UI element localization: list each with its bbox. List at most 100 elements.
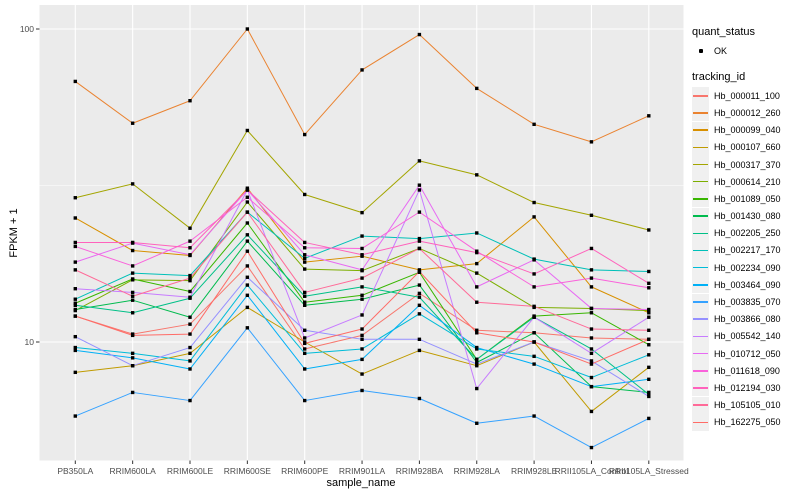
series-color-line-icon	[693, 163, 708, 166]
data-point-Hb_002217_170	[417, 236, 422, 241]
data-point-Hb_012194_030	[130, 240, 135, 245]
data-point-Hb_003866_080	[245, 275, 250, 279]
data-point-Hb_000317_370	[130, 182, 135, 186]
data-point-Hb_001430_080	[532, 331, 536, 335]
data-point-Hb_003464_090	[589, 384, 594, 389]
series-color-line-icon	[693, 198, 708, 200]
data-point-Hb_005542_140	[130, 290, 135, 295]
data-point-Hb_002217_170	[647, 269, 651, 274]
series-color-line-icon	[693, 180, 708, 183]
data-point-Hb_000317_370	[589, 213, 594, 217]
data-point-Hb_003464_090	[303, 367, 307, 371]
data-point-Hb_000317_370	[532, 200, 536, 205]
data-point-Hb_003866_080	[360, 337, 364, 342]
legend-key-swatch	[692, 156, 709, 174]
data-point-Hb_000012_260	[188, 99, 192, 103]
data-point-Hb_000011_100	[188, 322, 192, 326]
data-point-Hb_162275_050	[73, 314, 77, 318]
legend-quant-status-title: quant_status	[692, 26, 755, 38]
data-point-Hb_105105_010	[303, 290, 307, 295]
data-point-Hb_012194_030	[245, 188, 250, 192]
x-tick-label-RRIM600PE: RRIM600PE	[281, 465, 329, 476]
legend-key-swatch	[692, 293, 709, 311]
data-point-Hb_003464_090	[475, 345, 479, 350]
legend-item-label: Hb_000614_210	[714, 176, 781, 187]
legend-key-swatch	[692, 259, 709, 277]
data-point-Hb_003866_080	[188, 345, 192, 350]
data-point-Hb_002205_250	[647, 392, 651, 397]
black-point-icon	[698, 48, 703, 53]
data-point-Hb_003464_090	[73, 348, 77, 353]
data-point-Hb_001089_050	[360, 293, 364, 297]
series-color-line-icon	[693, 301, 708, 303]
legend-item-Hb_000107_660: Hb_000107_660	[692, 138, 798, 156]
legend-item-Hb_002205_250: Hb_002205_250	[692, 224, 798, 242]
data-point-Hb_001430_080	[245, 239, 250, 243]
data-point-Hb_002205_250	[475, 357, 479, 362]
series-color-line-icon	[693, 335, 708, 338]
legend-item-label: Hb_011618_090	[714, 365, 780, 376]
legend-item-label: Hb_003835_070	[714, 297, 781, 308]
data-point-Hb_000317_370	[417, 159, 422, 163]
data-point-Hb_005542_140	[589, 351, 594, 356]
data-point-Hb_000317_370	[73, 196, 77, 200]
legend-item-label: Hb_002217_170	[714, 245, 781, 256]
legend-item-Hb_003464_090: Hb_003464_090	[692, 276, 798, 294]
legend-key-swatch	[692, 87, 709, 105]
legend-key-swatch	[692, 345, 709, 363]
legend-key-swatch	[692, 121, 709, 139]
series-color-line-icon	[693, 112, 708, 114]
quant-status-key	[692, 42, 709, 59]
data-point-Hb_105105_010	[360, 276, 364, 280]
data-point-Hb_010712_050	[360, 268, 364, 272]
data-point-Hb_001089_050	[130, 277, 135, 281]
data-point-Hb_001089_050	[245, 221, 250, 225]
data-point-Hb_002234_090	[647, 353, 651, 357]
x-tick-label-RRIM600LA: RRIM600LA	[109, 465, 156, 476]
data-point-Hb_000011_100	[303, 347, 307, 351]
data-point-Hb_003866_080	[647, 394, 651, 399]
legend-key-swatch	[692, 276, 709, 294]
legend-key-swatch	[692, 190, 709, 208]
data-point-Hb_002234_090	[130, 351, 135, 356]
data-point-Hb_105105_010	[73, 268, 77, 272]
legend-item-label: Hb_000317_370	[714, 159, 781, 170]
data-point-Hb_001089_050	[589, 311, 594, 315]
legend-item-label: Hb_002234_090	[714, 262, 781, 273]
series-color-line-icon	[693, 249, 708, 252]
data-point-Hb_002217_170	[589, 268, 594, 272]
data-point-Hb_011618_090	[73, 244, 77, 249]
series-color-line-icon	[693, 95, 708, 97]
legend-item-label: Hb_010712_050	[714, 348, 781, 359]
data-point-Hb_003835_070	[188, 398, 192, 403]
legend-item-Hb_001089_050: Hb_001089_050	[692, 190, 798, 208]
data-point-Hb_011618_090	[245, 195, 250, 199]
data-point-Hb_000107_660	[589, 409, 594, 414]
legend-item-Hb_003866_080: Hb_003866_080	[692, 310, 798, 328]
data-point-Hb_002217_170	[73, 297, 77, 301]
data-point-Hb_003835_070	[360, 388, 364, 393]
data-point-Hb_003866_080	[73, 334, 77, 339]
data-point-Hb_011618_090	[188, 239, 192, 243]
legend-key-swatch	[692, 396, 709, 414]
data-point-Hb_000012_260	[589, 140, 594, 144]
data-point-Hb_005542_140	[647, 315, 651, 319]
data-point-Hb_003464_090	[245, 293, 250, 297]
series-color-line-icon	[693, 266, 708, 269]
data-point-Hb_000012_260	[417, 32, 422, 37]
legend-key-swatch	[692, 241, 709, 259]
data-point-Hb_002234_090	[417, 312, 422, 316]
legend-item-label: Hb_000107_660	[714, 142, 781, 153]
data-point-Hb_003835_070	[245, 326, 250, 330]
data-point-Hb_000011_100	[417, 291, 422, 296]
series-color-line-icon	[693, 421, 708, 424]
data-point-Hb_002217_170	[475, 231, 479, 235]
data-point-Hb_000317_370	[360, 210, 364, 215]
data-point-Hb_012194_030	[532, 272, 536, 276]
data-point-Hb_010712_050	[417, 183, 422, 187]
legend-key-swatch	[692, 362, 709, 380]
legend-item-label: Hb_003866_080	[714, 314, 781, 325]
data-point-Hb_000011_100	[475, 328, 479, 332]
data-point-Hb_162275_050	[360, 327, 364, 331]
data-point-Hb_002234_090	[245, 283, 250, 287]
